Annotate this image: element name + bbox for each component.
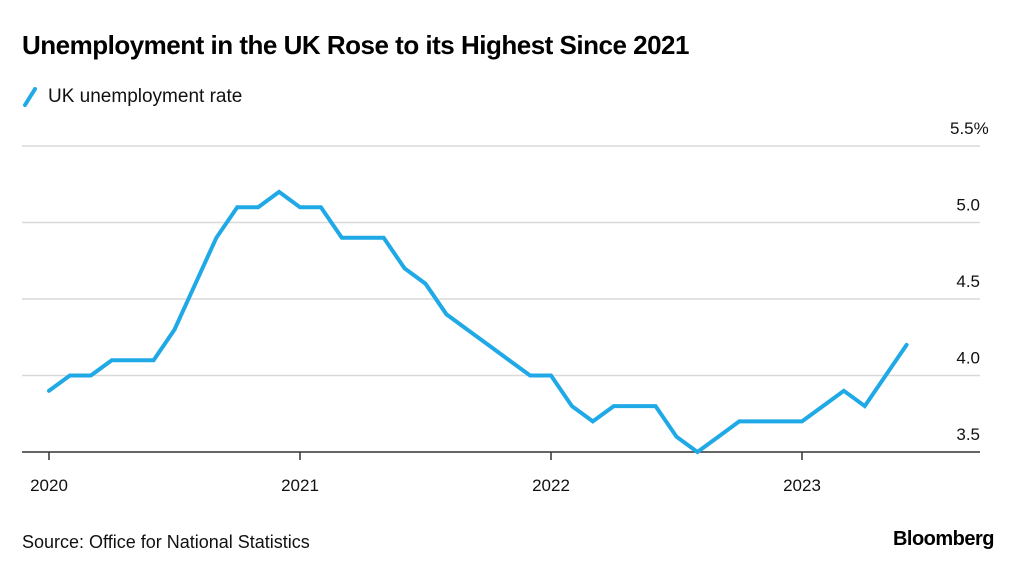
x-tick-label: 2022 <box>532 476 570 495</box>
y-tick-label: 4.0 <box>956 349 980 368</box>
series-layer <box>47 189 909 455</box>
x-axis: 2020 2021 2022 2023 <box>22 451 980 495</box>
x-tick-label: 2020 <box>30 476 68 495</box>
brand-logo: Bloomberg <box>892 528 995 550</box>
y-tick-label: 3.5 <box>956 425 980 444</box>
chart-title: Unemployment in the UK Rose to its Highe… <box>22 30 689 60</box>
legend-label: UK unemployment rate <box>48 86 243 107</box>
y-tick-label: 5.0 <box>956 196 980 215</box>
legend-line-icon <box>23 87 37 107</box>
x-tick-label: 2021 <box>281 476 319 495</box>
gridlines <box>22 145 980 377</box>
y-tick-label: 5.5% <box>950 119 989 138</box>
legend: UK unemployment rate <box>22 86 242 108</box>
y-axis-ticks: 5.5% 5.0 4.5 4.0 3.5 <box>950 119 989 444</box>
x-tick-label: 2023 <box>783 476 821 495</box>
source-note: Source: Office for National Statistics <box>22 532 310 552</box>
y-tick-label: 4.5 <box>956 272 980 291</box>
series-line-uk-unemployment-rate <box>47 189 909 455</box>
